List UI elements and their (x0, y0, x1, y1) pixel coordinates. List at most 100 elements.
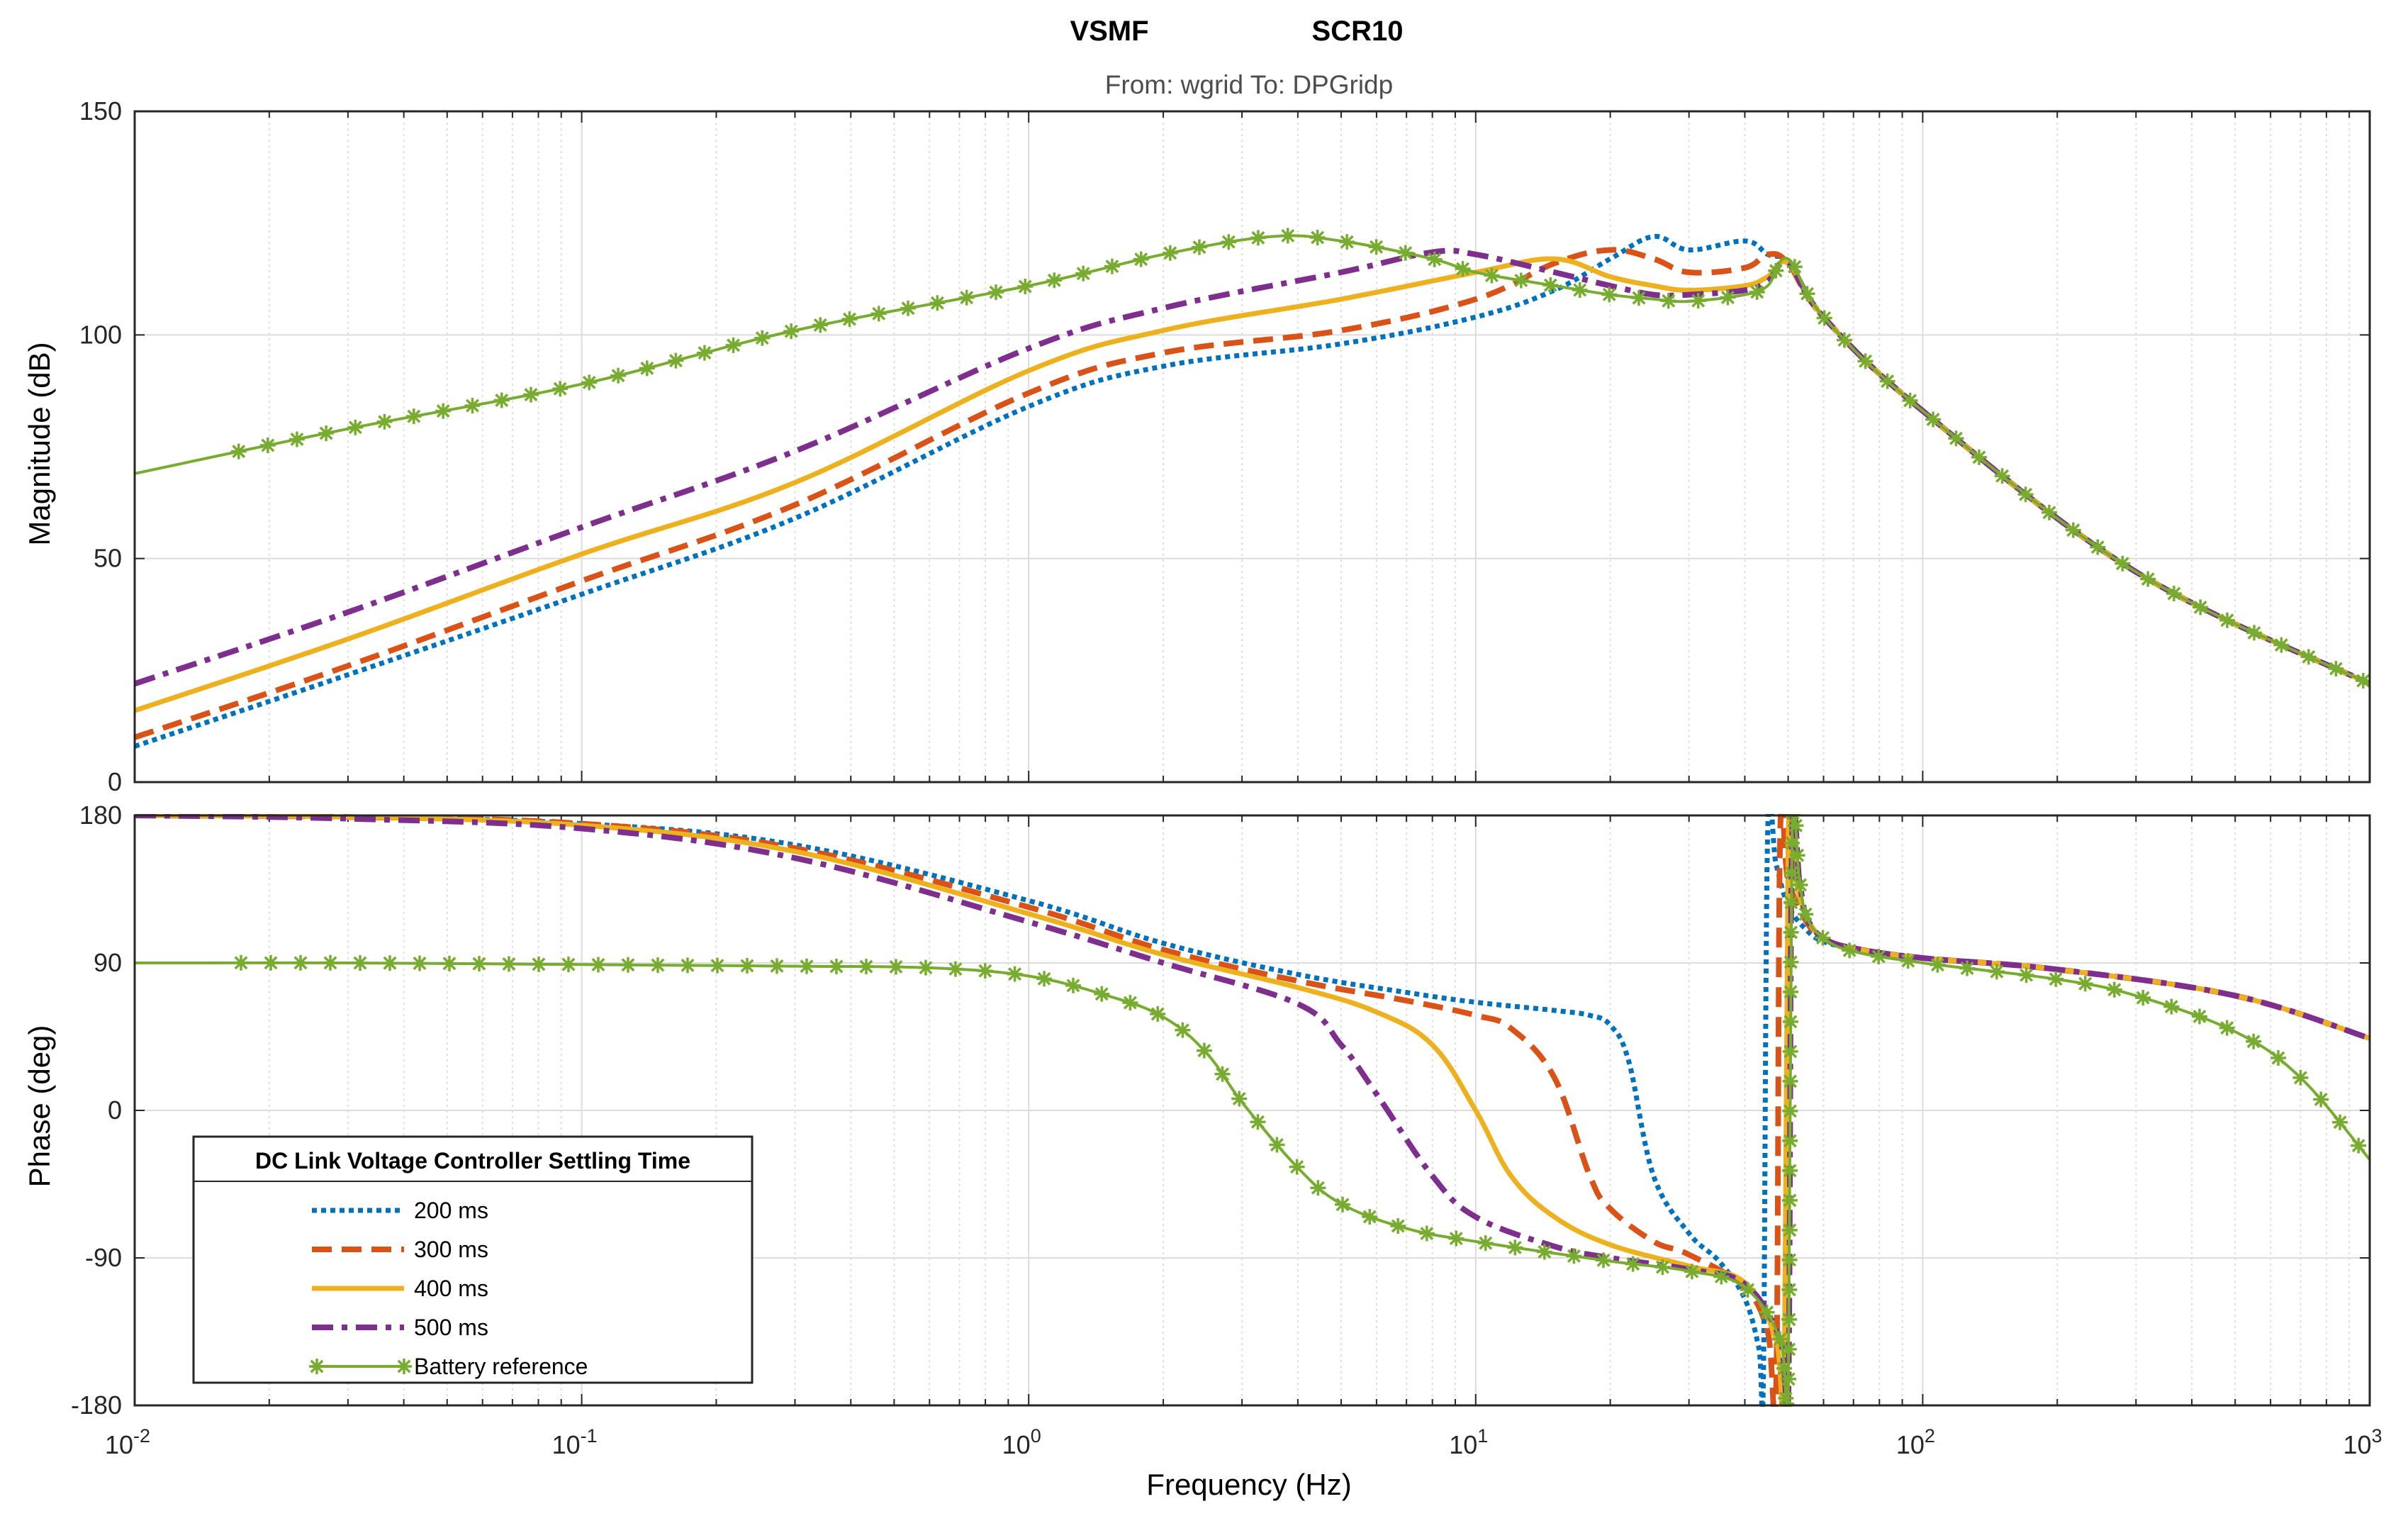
series-marker (464, 398, 481, 414)
series-marker (1595, 1252, 1611, 1269)
series-marker (917, 959, 934, 976)
series-marker (1484, 267, 1500, 284)
series-marker (1902, 392, 1918, 408)
series-marker (2115, 555, 2131, 572)
series-marker (1781, 1341, 1797, 1357)
legend-entries: 200 ms 300 ms 400 ms 500 ms Battery referenc… (309, 1198, 588, 1379)
series-marker (870, 306, 887, 322)
series-marker (709, 957, 725, 974)
legend-label: Battery reference (414, 1354, 588, 1379)
series-marker (1418, 1225, 1435, 1242)
series-marker (2246, 1033, 2262, 1049)
series-marker (293, 954, 308, 971)
series-marker (958, 289, 975, 306)
series-marker (1601, 286, 1618, 303)
series-marker (947, 961, 963, 977)
series-marker (1335, 1196, 1350, 1213)
series-marker (2273, 637, 2290, 653)
series-marker (929, 295, 946, 311)
series-marker (1740, 1281, 1756, 1298)
series-marker (2270, 1050, 2286, 1066)
series-marker (1959, 960, 1976, 976)
series-marker (1782, 1073, 1798, 1089)
series-marker (1150, 1005, 1166, 1022)
series-marker (2313, 1091, 2329, 1108)
series-marker (1720, 289, 1736, 306)
legend: DC Link Voltage Controller Settling Time… (192, 1135, 754, 1384)
series-marker (2292, 1069, 2309, 1086)
series-marker (1390, 1218, 1406, 1234)
series-marker (1781, 1400, 1795, 1407)
series-marker (858, 959, 874, 975)
legend-marker (309, 1359, 325, 1374)
series-marker (1786, 259, 1803, 275)
y-tick-label: 50 (94, 544, 122, 573)
series-marker (1231, 1091, 1248, 1107)
series-marker (1191, 239, 1207, 255)
series-marker (500, 956, 517, 972)
series-marker (639, 360, 655, 377)
series-marker (1309, 229, 1326, 245)
series-marker (1842, 942, 1858, 959)
series-marker (620, 957, 636, 973)
series-marker (1781, 1281, 1798, 1298)
series-marker (2065, 522, 2081, 538)
series-marker (1289, 1159, 1305, 1175)
x-tick-label: 101 (1449, 1425, 1488, 1459)
series-marker (1779, 1420, 1795, 1436)
series-marker (2166, 586, 2182, 602)
legend-label: 200 ms (414, 1198, 488, 1223)
series-marker (560, 957, 576, 973)
legend-label: 400 ms (414, 1276, 488, 1301)
series-marker (1988, 964, 2005, 980)
series-marker (552, 381, 569, 397)
x-tick-label: 10-2 (105, 1425, 150, 1459)
series-marker (1782, 1103, 1798, 1119)
series-marker (1836, 332, 1852, 348)
phase-series (135, 814, 2370, 1436)
magnitude-series (135, 228, 2370, 749)
magnitude-axis-label: Magnitude (dB) (23, 342, 56, 545)
series-marker (739, 958, 755, 974)
series-marker (1713, 1269, 1730, 1285)
series-marker (1768, 262, 1784, 279)
series-marker (2246, 625, 2263, 641)
series-marker (987, 284, 1004, 301)
legend-box (192, 1135, 754, 1384)
series-marker (841, 311, 858, 328)
series-marker (1783, 864, 1800, 881)
series-marker (668, 352, 684, 369)
legend-marker (396, 1359, 412, 1374)
series-marker (1362, 1209, 1378, 1225)
series-marker (530, 956, 547, 972)
series-marker (1175, 1022, 1191, 1038)
series-line-400-ms (135, 256, 2370, 713)
series-marker (1542, 277, 1559, 294)
series-marker (1816, 310, 1832, 326)
magnitude-panel: 0 50 100 150 (79, 96, 2371, 796)
series-marker (471, 956, 487, 972)
series-marker (1104, 258, 1120, 274)
series-marker (696, 345, 712, 361)
series-marker (887, 959, 904, 975)
series-marker (1994, 468, 2010, 484)
y-tick-label: 90 (94, 948, 122, 977)
series-marker (1007, 966, 1023, 982)
series-marker (1214, 1066, 1231, 1082)
series-marker (1196, 1042, 1212, 1059)
x-tick-label: 10-1 (552, 1425, 598, 1459)
series-marker (1654, 1259, 1671, 1275)
series-marker (581, 374, 598, 391)
series-marker (381, 955, 398, 971)
series-marker (1566, 1248, 1582, 1264)
y-tick-label: 0 (108, 767, 122, 796)
series-marker (1798, 906, 1814, 923)
series-marker (289, 431, 305, 447)
series-marker (2351, 1137, 2367, 1154)
series-marker (1778, 1390, 1794, 1406)
series-line-battery-reference (135, 234, 2370, 686)
series-marker (1871, 949, 1887, 965)
series-marker (1684, 1264, 1700, 1280)
series-marker (2077, 976, 2093, 992)
series-marker (754, 330, 771, 346)
